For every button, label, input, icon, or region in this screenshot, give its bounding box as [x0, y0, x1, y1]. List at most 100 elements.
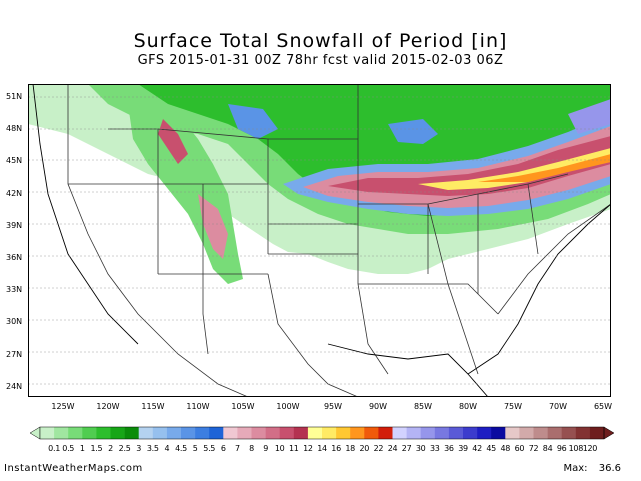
colorbar-cell [463, 427, 478, 439]
colorbar-cell [533, 427, 548, 439]
colorbar-label: 48 [500, 444, 511, 453]
colorbar-label: 18 [345, 444, 355, 453]
colorbar-label: 14 [317, 444, 327, 453]
colorbar-cell [96, 427, 111, 439]
colorbar-cell [589, 427, 605, 439]
site-credit: InstantWeatherMaps.com [4, 463, 143, 474]
lat-label: 27N [6, 349, 23, 359]
lat-label: 24N [6, 381, 23, 391]
colorbar-label: 5 [192, 444, 198, 453]
max-label: Max: [563, 463, 588, 474]
colorbar-outline [39, 426, 605, 440]
colorbar-label: 4.5 [175, 444, 187, 453]
colorbar-label: 30 [415, 444, 426, 453]
colorbar-label: 60 [514, 444, 525, 453]
lon-label: 115W [141, 402, 165, 411]
colorbar-cell [209, 427, 224, 439]
lon-label: 80W [458, 402, 478, 411]
colorbar-tip-left [30, 426, 41, 440]
colorbar-label: 0.5 [62, 444, 75, 453]
colorbar-label: 20 [359, 444, 370, 453]
colorbar-cell [364, 427, 379, 439]
colorbar-cell [561, 427, 577, 439]
colorbar-label: 7 [234, 444, 240, 453]
colorbar-cell [152, 427, 168, 439]
colorbar-cell [166, 427, 182, 439]
colorbar-label: 3 [136, 444, 142, 453]
colorbar-cell [68, 427, 83, 439]
colorbar-cell [378, 427, 393, 439]
lat-label: 39N [6, 220, 23, 230]
lat-label: 36N [6, 253, 23, 262]
lon-label: 120W [96, 402, 120, 411]
colorbar-cell [237, 427, 252, 439]
colorbar-label: 108 [568, 444, 584, 453]
colorbar-cell [434, 427, 450, 439]
colorbar-cell [54, 427, 69, 439]
colorbar-cell [110, 427, 125, 439]
lat-label: 30N [6, 317, 23, 327]
lon-label: 65W [593, 402, 613, 411]
lon-label: 70W [548, 402, 568, 411]
colorbar-label: 96 [556, 444, 567, 453]
map-title: Surface Total Snowfall of Period [in] [133, 30, 508, 52]
max-value: 36.6 [598, 463, 621, 474]
colorbar-label: 36 [444, 444, 454, 453]
lat-label: 51N [6, 92, 23, 101]
lat-label: 48N [6, 124, 23, 134]
colorbar-cell [293, 427, 309, 439]
colorbar-label: 4 [164, 444, 170, 453]
colorbar-cell [336, 427, 351, 439]
lon-label: 105W [231, 402, 255, 411]
map-subtitle: GFS 2015-01-31 00Z 78hr fcst valid 2015-… [137, 53, 504, 68]
colorbar-cell [322, 427, 337, 439]
colorbar-label: 0.1 [48, 444, 61, 453]
colorbar-label: 33 [430, 444, 440, 453]
colorbar-label: 84 [542, 444, 553, 453]
colorbar [30, 426, 614, 440]
colorbar-label: 1.5 [90, 444, 103, 453]
lon-label: 95W [323, 402, 343, 411]
colorbar-label: 8 [249, 444, 254, 453]
colorbar-label: 11 [289, 444, 299, 453]
colorbar-label: 9 [263, 444, 268, 453]
lat-label: 45N [6, 156, 23, 166]
lon-label: 85W [413, 402, 433, 411]
colorbar-label: 39 [458, 444, 468, 453]
colorbar-cell [223, 427, 238, 439]
colorbar-label: 12 [303, 444, 313, 453]
colorbar-label: 72 [528, 444, 539, 453]
colorbar-label: 5.5 [203, 444, 216, 453]
colorbar-cell [82, 427, 97, 439]
colorbar-label: 10 [274, 444, 285, 453]
colorbar-cell [448, 427, 464, 439]
snowfall-map [28, 84, 611, 397]
colorbar-cell [406, 427, 421, 439]
colorbar-cell [195, 427, 210, 439]
colorbar-label: 16 [331, 444, 341, 453]
storm-band-purple [568, 99, 611, 134]
colorbar-cell [40, 427, 55, 439]
colorbar-cell [181, 427, 196, 439]
colorbar-label: 6 [220, 444, 226, 453]
colorbar-cell [307, 427, 323, 439]
colorbar-label: 120 [582, 444, 598, 453]
colorbar-label: 3.5 [146, 444, 159, 453]
lon-label: 110W [186, 402, 210, 411]
colorbar-label: 45 [486, 444, 496, 453]
colorbar-cell [124, 427, 139, 439]
colorbar-label: 24 [387, 444, 398, 453]
colorbar-cell [138, 427, 154, 439]
colorbar-label: 2.5 [118, 444, 131, 453]
colorbar-cell [575, 427, 591, 439]
colorbar-cell [547, 427, 562, 439]
colorbar-cell [491, 427, 506, 439]
colorbar-cell [251, 427, 266, 439]
colorbar-cell [392, 427, 407, 439]
colorbar-cell [519, 427, 534, 439]
lat-label: 42N [6, 188, 23, 198]
colorbar-label: 42 [472, 444, 482, 453]
colorbar-label: 27 [401, 444, 412, 453]
max-readout: Max: 36.6 [564, 463, 622, 474]
colorbar-cell [420, 427, 436, 439]
